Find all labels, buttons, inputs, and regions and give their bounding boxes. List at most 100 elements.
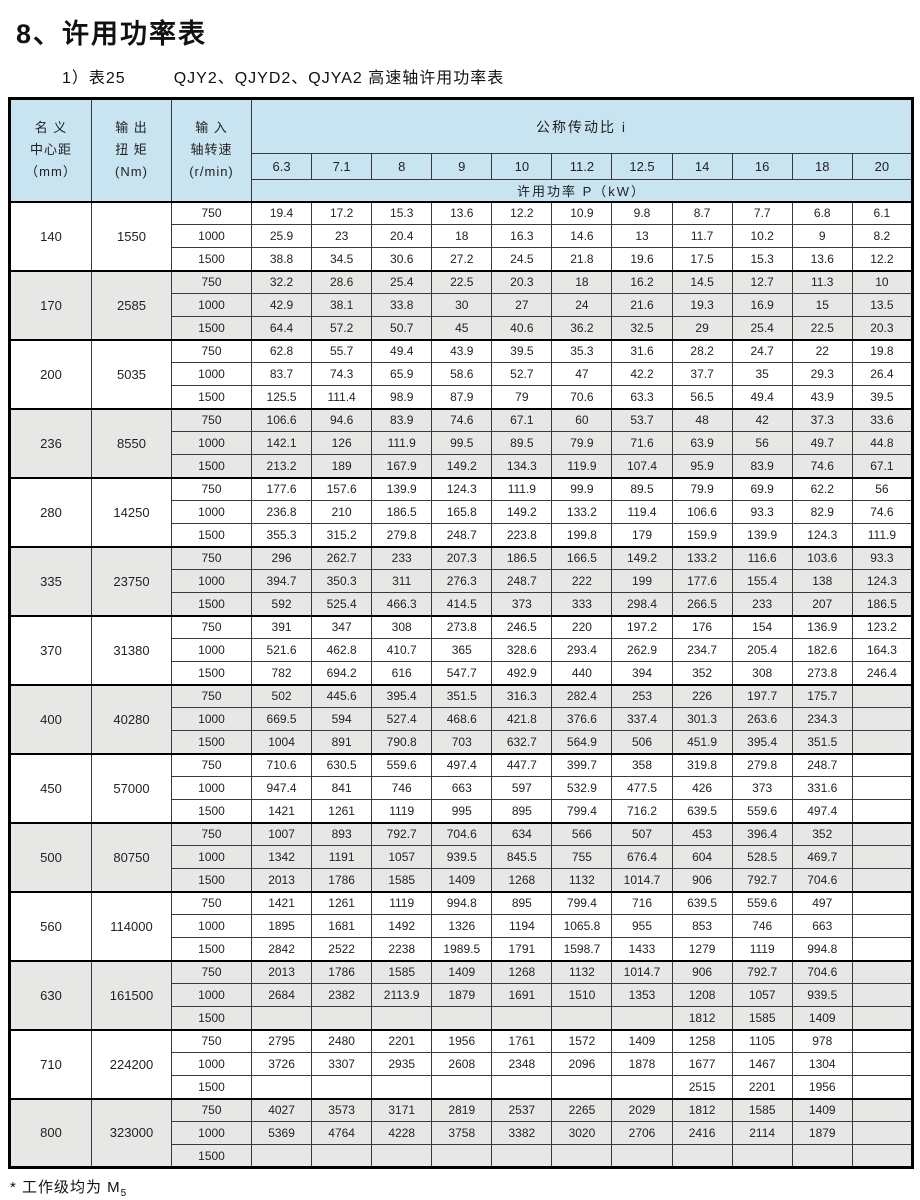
power-value-cell: 1409 <box>791 1006 853 1030</box>
power-value-cell <box>431 1144 493 1168</box>
power-value-cell: 35 <box>731 362 793 386</box>
power-value-cell: 15.3 <box>731 247 793 271</box>
power-value-cell: 3382 <box>491 1121 553 1145</box>
power-value-cell: 1786 <box>311 868 373 892</box>
output-torque-cell: 23750 <box>91 545 172 616</box>
power-value-cell: 8.2 <box>851 224 914 248</box>
power-value-cell: 1014.7 <box>611 959 673 984</box>
ratio-value-cell: 18 <box>791 153 853 180</box>
power-value-cell: 2795 <box>250 1028 313 1053</box>
power-value-cell <box>851 914 914 938</box>
power-value-cell: 123.2 <box>851 614 914 639</box>
power-value-cell: 16.3 <box>491 224 553 248</box>
output-torque-cell: 5035 <box>91 338 172 409</box>
input-speed-cell: 750 <box>171 683 252 708</box>
power-value-cell: 106.6 <box>250 407 313 432</box>
power-value-cell: 29.3 <box>791 362 853 386</box>
ratio-value-cell: 11.2 <box>551 153 613 180</box>
power-value-cell: 273.8 <box>791 661 853 685</box>
power-value-cell: 262.9 <box>611 638 673 662</box>
power-value-cell: 106.6 <box>671 500 733 524</box>
center-distance-cell: 236 <box>9 407 92 478</box>
power-value-cell: 1812 <box>671 1097 733 1122</box>
power-value-cell: 79.9 <box>671 476 733 501</box>
input-speed-cell: 750 <box>171 1097 252 1122</box>
power-value-cell: 205.4 <box>731 638 793 662</box>
power-value-cell: 44.8 <box>851 431 914 455</box>
power-value-cell <box>851 707 914 731</box>
input-speed-cell: 1000 <box>171 293 252 317</box>
power-value-cell: 1119 <box>731 937 793 961</box>
power-value-cell <box>851 845 914 869</box>
power-value-cell: 119.9 <box>551 454 613 478</box>
power-value-cell: 165.8 <box>431 500 493 524</box>
power-value-cell: 469.7 <box>791 845 853 869</box>
input-speed-cell: 1500 <box>171 868 252 892</box>
power-value-cell: 632.7 <box>491 730 553 754</box>
power-value-cell: 139.9 <box>731 523 793 547</box>
power-value-cell: 63.3 <box>611 385 673 409</box>
power-value-cell: 89.5 <box>611 476 673 501</box>
power-value-cell: 19.3 <box>671 293 733 317</box>
power-value-cell: 56.5 <box>671 385 733 409</box>
power-value-cell: 94.6 <box>311 407 373 432</box>
input-speed-cell: 1000 <box>171 569 252 593</box>
output-torque-cell: 323000 <box>91 1097 172 1168</box>
power-value-cell: 6.1 <box>851 200 914 225</box>
power-value-cell: 328.6 <box>491 638 553 662</box>
power-value-cell: 125.5 <box>250 385 313 409</box>
power-value-cell: 33.6 <box>851 407 914 432</box>
power-value-cell: 337.4 <box>611 707 673 731</box>
input-speed-cell: 1500 <box>171 1075 252 1099</box>
power-value-cell: 634 <box>491 821 553 846</box>
power-value-cell: 9.8 <box>611 200 673 225</box>
power-value-cell: 351.5 <box>431 683 493 708</box>
power-value-cell: 497 <box>791 890 853 915</box>
power-value-cell: 1510 <box>551 983 613 1007</box>
power-value-cell: 301.3 <box>671 707 733 731</box>
power-value-cell: 703 <box>431 730 493 754</box>
input-speed-cell: 1000 <box>171 1052 252 1076</box>
power-value-cell: 994.8 <box>431 890 493 915</box>
power-value-cell: 28.2 <box>671 338 733 363</box>
ratio-value-cell: 12.5 <box>611 153 673 180</box>
power-value-cell: 396.4 <box>731 821 793 846</box>
power-value-cell: 1492 <box>371 914 433 938</box>
power-value-cell: 755 <box>551 845 613 869</box>
power-value-cell: 19.8 <box>851 338 914 363</box>
center-distance-cell: 280 <box>9 476 92 547</box>
allowable-power-table: 名 义 中心距 （mm） 输 出 扭 矩 (Nm) 输 入 轴转速 (r/min… <box>8 97 914 1169</box>
power-value-cell: 906 <box>671 959 733 984</box>
power-value-cell: 308 <box>731 661 793 685</box>
power-value-cell: 1409 <box>611 1028 673 1053</box>
power-value-cell: 67.1 <box>851 454 914 478</box>
power-value-cell <box>791 1144 853 1168</box>
power-value-cell: 157.6 <box>311 476 373 501</box>
input-speed-cell: 1500 <box>171 454 252 478</box>
table-row: 1500 64.4 57.2 50.7 45 40.6 36.2 32.5 29 25.4 22.5… <box>10 316 914 340</box>
power-value-cell: 136.9 <box>791 614 853 639</box>
power-value-cell: 24.5 <box>491 247 553 271</box>
power-value-cell: 50.7 <box>371 316 433 340</box>
power-value-cell: 746 <box>371 776 433 800</box>
ratio-value-cell: 9 <box>431 153 493 180</box>
power-value-cell: 1989.5 <box>431 937 493 961</box>
power-value-cell <box>611 1144 673 1168</box>
table-row: 400 40280 750 502 445.6 395.4 351.5 316.3 282.4 2… <box>9 683 914 754</box>
power-value-cell: 893 <box>311 821 373 846</box>
ratio-value-cell: 8 <box>371 153 433 180</box>
power-value-cell: 9 <box>791 224 853 248</box>
power-value-cell: 3726 <box>250 1052 313 1076</box>
power-value-cell: 506 <box>611 730 673 754</box>
power-value-cell: 1057 <box>371 845 433 869</box>
power-value-cell: 845.5 <box>491 845 553 869</box>
power-value-cell: 24 <box>551 293 613 317</box>
power-value-cell: 1132 <box>551 959 613 984</box>
power-value-cell: 24.7 <box>731 338 793 363</box>
power-value-cell: 17.5 <box>671 247 733 271</box>
power-value-cell: 466.3 <box>371 592 433 616</box>
center-distance-cell: 710 <box>9 1028 92 1099</box>
power-value-cell: 704.6 <box>791 868 853 892</box>
power-value-cell: 1761 <box>491 1028 553 1053</box>
power-value-cell: 4764 <box>311 1121 373 1145</box>
